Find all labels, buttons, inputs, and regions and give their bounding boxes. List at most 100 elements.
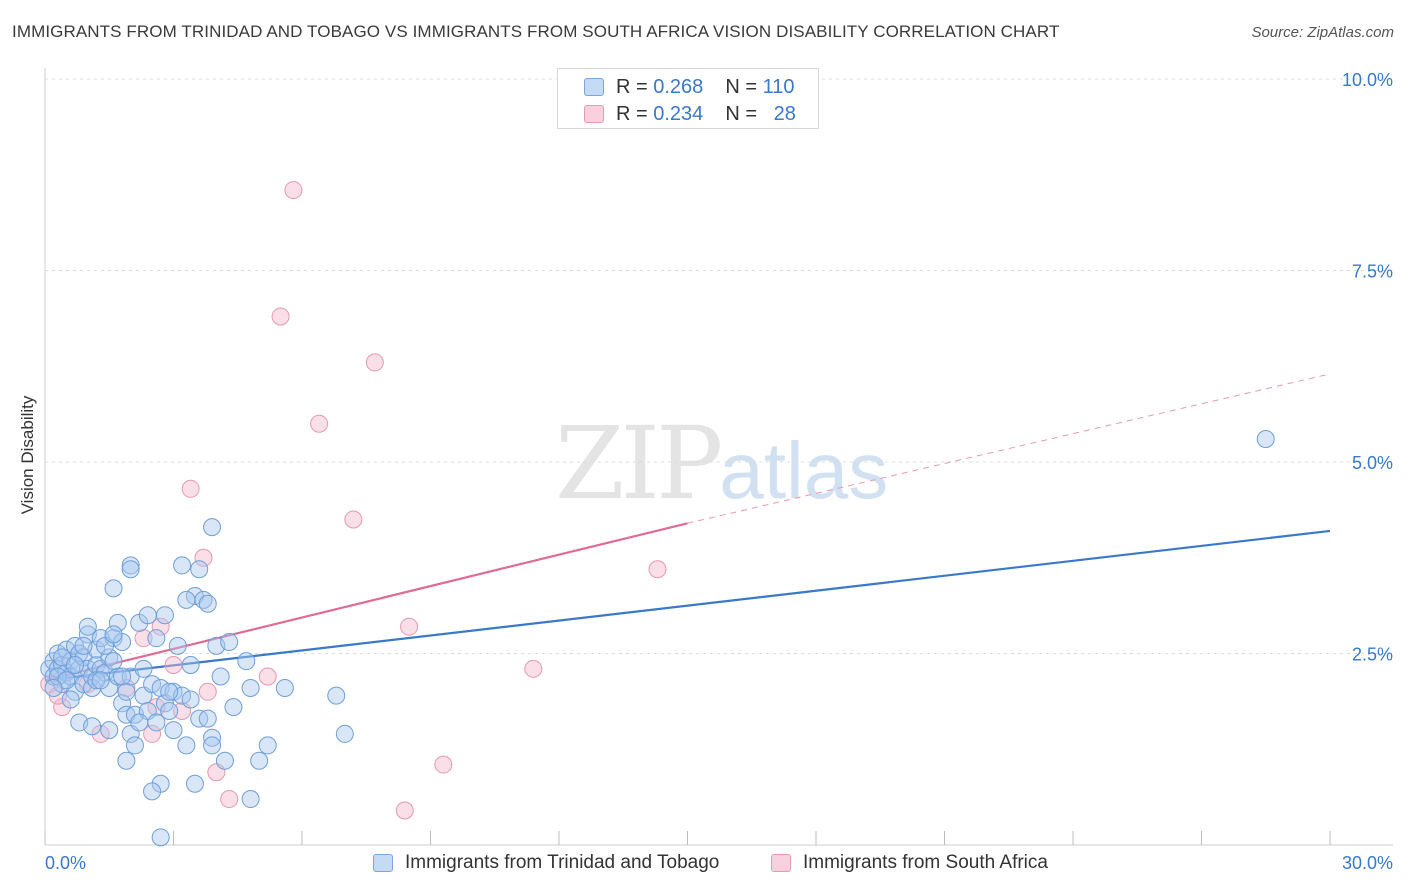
point-south-africa: [648, 560, 667, 579]
correlation-legend: R = 0.268 N = 110 R = 0.234 N = 28: [557, 68, 819, 129]
point-south-africa: [284, 181, 303, 200]
point-south-africa: [194, 548, 213, 567]
point-trinidad: [173, 556, 192, 575]
point-trinidad: [160, 682, 179, 701]
point-trinidad: [104, 625, 123, 644]
point-trinidad: [138, 606, 157, 625]
point-trinidad: [151, 828, 170, 847]
point-trinidad: [215, 751, 234, 770]
axes: [44, 68, 1393, 846]
trend-lines: [44, 373, 1331, 682]
point-trinidad: [125, 736, 144, 755]
point-south-africa: [400, 617, 419, 636]
point-trinidad: [181, 690, 200, 709]
y-tick-label: 10.0%: [1342, 70, 1393, 90]
point-south-africa: [395, 801, 414, 820]
point-trinidad: [1256, 430, 1275, 449]
point-trinidad: [250, 751, 269, 770]
legend-swatch-pink: [771, 854, 791, 872]
point-south-africa: [271, 307, 290, 326]
legend-r-label: R =: [616, 75, 648, 98]
watermark-zip: ZIP: [555, 405, 723, 522]
point-trinidad: [104, 652, 123, 671]
legend-r-label: R =: [616, 102, 648, 125]
watermark: ZIPatlas: [555, 405, 888, 522]
point-south-africa: [310, 414, 329, 433]
y-tick-label: 7.5%: [1352, 262, 1393, 282]
point-trinidad: [190, 560, 209, 579]
point-trinidad: [220, 633, 239, 652]
point-trinidad: [335, 724, 354, 743]
legend-swatch-pink: [584, 105, 604, 123]
point-trinidad: [177, 736, 196, 755]
point-south-africa: [524, 659, 543, 678]
point-trinidad: [113, 694, 132, 713]
point-trinidad: [241, 678, 260, 697]
data-points: [40, 181, 1275, 847]
point-trinidad: [108, 613, 127, 632]
point-trinidad: [143, 782, 162, 801]
x-tick-label: 30.0%: [1342, 853, 1393, 873]
point-trinidad: [164, 682, 183, 701]
trend-extension-south-africa: [687, 373, 1331, 524]
point-trinidad: [104, 579, 123, 598]
series-legend: Immigrants from Trinidad and Tobago Immi…: [0, 852, 1406, 878]
point-trinidad: [87, 671, 106, 690]
point-trinidad: [241, 790, 260, 809]
trend-line-trinidad: [44, 529, 1331, 682]
point-trinidad: [117, 751, 136, 770]
point-trinidad: [117, 682, 136, 701]
legend-r-value: 0.234: [653, 102, 704, 125]
point-trinidad: [65, 655, 84, 674]
point-south-africa: [365, 353, 384, 372]
legend-row-trinidad: R = 0.268 N = 110: [558, 74, 794, 100]
legend-n-label: N =: [725, 102, 757, 125]
point-trinidad: [121, 560, 140, 579]
point-trinidad: [121, 556, 140, 575]
legend-n-label: N =: [725, 75, 757, 98]
point-trinidad: [211, 667, 230, 686]
tick-labels: 2.5% 5.0% 7.5% 10.0% 0.0% 30.0%: [45, 70, 1393, 873]
legend-r-value: 0.268: [653, 75, 704, 98]
point-trinidad: [134, 659, 153, 678]
point-trinidad: [185, 774, 204, 793]
legend-swatch-blue: [584, 78, 604, 96]
legend-item-label: Immigrants from South Africa: [803, 852, 1048, 873]
point-trinidad: [78, 617, 97, 636]
y-axis-label: Vision Disability: [18, 395, 37, 515]
point-trinidad: [83, 717, 102, 736]
point-trinidad: [147, 629, 166, 648]
point-trinidad: [168, 636, 187, 655]
chart-title: IMMIGRANTS FROM TRINIDAD AND TOBAGO VS I…: [12, 22, 1060, 41]
point-trinidad: [100, 721, 119, 740]
point-trinidad: [44, 678, 63, 697]
point-trinidad: [155, 606, 174, 625]
legend-item-label: Immigrants from Trinidad and Tobago: [405, 852, 720, 873]
legend-n-value: 110: [762, 75, 795, 98]
point-south-africa: [434, 755, 453, 774]
point-trinidad: [143, 675, 162, 694]
point-trinidad: [48, 667, 67, 686]
point-trinidad: [130, 713, 149, 732]
y-tick-label: 2.5%: [1352, 645, 1393, 665]
point-trinidad: [160, 701, 179, 720]
point-trinidad: [61, 690, 80, 709]
point-trinidad: [224, 698, 243, 717]
x-tick-label: 0.0%: [45, 853, 86, 873]
point-trinidad: [237, 652, 256, 671]
point-trinidad: [91, 671, 110, 690]
point-trinidad: [327, 686, 346, 705]
point-south-africa: [220, 790, 239, 809]
point-trinidad: [198, 594, 217, 613]
gridlines: [45, 78, 1393, 654]
point-trinidad: [198, 709, 217, 728]
point-south-africa: [258, 667, 277, 686]
point-trinidad: [275, 678, 294, 697]
point-trinidad: [113, 667, 132, 686]
point-trinidad: [177, 590, 196, 609]
legend-n-value: 28: [773, 102, 796, 125]
legend-item-trinidad: Immigrants from Trinidad and Tobago: [373, 852, 719, 874]
point-trinidad: [181, 655, 200, 674]
point-trinidad: [74, 636, 93, 655]
